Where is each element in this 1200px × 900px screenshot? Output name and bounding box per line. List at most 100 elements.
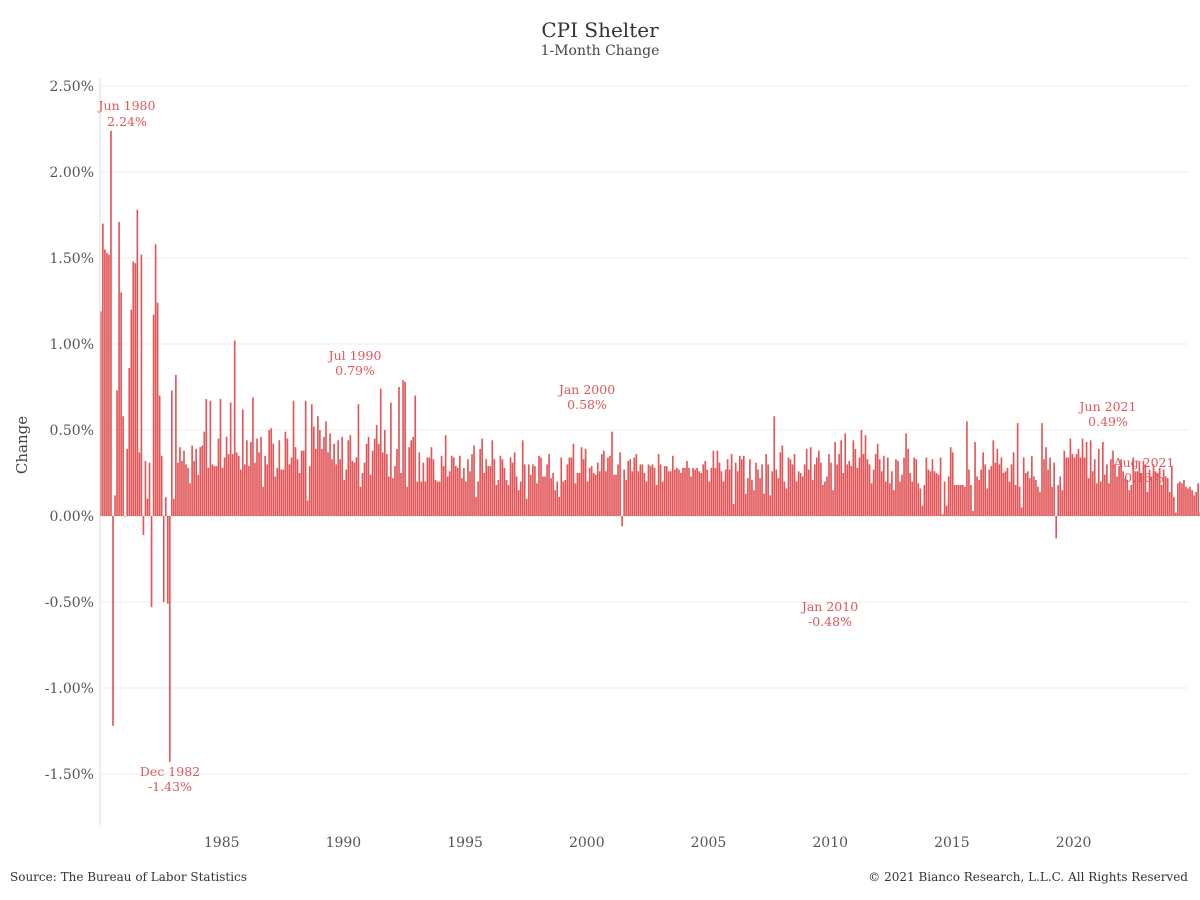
bar — [1000, 457, 1003, 516]
bar — [1063, 450, 1066, 516]
bar — [369, 474, 372, 516]
bar — [534, 466, 536, 516]
bar — [467, 459, 469, 516]
bar — [617, 464, 619, 516]
bar — [702, 464, 705, 516]
bar — [1132, 457, 1135, 516]
bar — [292, 400, 295, 516]
bar — [254, 462, 256, 516]
bar — [1047, 469, 1049, 516]
bar — [546, 464, 548, 516]
bar — [913, 457, 916, 516]
bar — [513, 452, 516, 516]
x-tick-label: 2010 — [812, 835, 848, 851]
bar — [183, 450, 185, 516]
bar — [241, 409, 244, 516]
bar — [493, 459, 496, 516]
bar — [377, 443, 380, 516]
bar — [517, 490, 520, 516]
bar — [1172, 497, 1175, 516]
bar — [552, 473, 554, 516]
bar — [710, 467, 713, 516]
bar — [106, 252, 108, 516]
bar — [773, 416, 776, 516]
bar — [824, 481, 826, 516]
bar — [170, 390, 173, 516]
bar — [787, 457, 790, 516]
bar — [527, 464, 530, 516]
bar — [266, 464, 268, 516]
bar — [836, 464, 838, 516]
x-tick-label: 2000 — [569, 835, 605, 851]
bar — [730, 454, 733, 516]
bar — [1126, 479, 1128, 516]
bar — [112, 516, 114, 726]
bar — [1144, 464, 1147, 516]
bar — [860, 430, 863, 516]
bar — [239, 469, 242, 516]
bar — [229, 402, 232, 516]
bar — [609, 455, 611, 516]
bar — [716, 450, 719, 516]
bar — [1181, 483, 1183, 516]
bar — [753, 490, 755, 516]
bar — [607, 457, 609, 516]
bar — [152, 314, 155, 516]
bar — [923, 485, 926, 516]
bar — [880, 471, 883, 516]
bar — [1097, 448, 1100, 516]
bar — [1071, 454, 1074, 516]
y-tick-label: 0.50% — [50, 423, 94, 439]
bar — [319, 430, 321, 516]
bar — [134, 263, 137, 516]
bar — [199, 447, 202, 516]
bar — [189, 483, 191, 516]
bar — [747, 478, 749, 516]
bar — [371, 450, 374, 516]
bar — [1081, 438, 1084, 516]
bar — [937, 474, 940, 516]
bar — [456, 467, 459, 516]
bar — [312, 426, 315, 516]
bar — [521, 440, 524, 516]
bar — [984, 464, 987, 516]
bar — [1051, 486, 1053, 516]
bar — [414, 395, 417, 516]
bar — [432, 459, 435, 516]
grid-lines — [100, 85, 1188, 775]
bar — [1134, 471, 1137, 516]
bar — [596, 462, 599, 516]
bar — [1073, 457, 1076, 516]
bar — [635, 454, 638, 516]
bar — [627, 460, 630, 516]
bar — [434, 479, 437, 516]
bar — [649, 466, 652, 516]
bar — [755, 462, 757, 516]
bar — [450, 455, 453, 516]
bar — [1067, 457, 1070, 516]
bar — [162, 516, 165, 602]
bar — [1022, 457, 1025, 516]
bar — [102, 223, 104, 516]
bar — [108, 254, 110, 516]
bar — [613, 474, 615, 516]
bar — [205, 399, 208, 516]
bar — [280, 469, 283, 516]
bar — [1043, 459, 1045, 516]
bar — [706, 469, 709, 516]
bar — [471, 454, 473, 516]
bar — [244, 464, 246, 516]
bar — [306, 500, 309, 516]
bar — [696, 467, 698, 516]
bar — [1095, 483, 1098, 516]
bar — [980, 469, 982, 516]
bar — [1039, 491, 1041, 516]
bar — [1055, 516, 1058, 539]
bar — [816, 457, 818, 516]
bar — [1065, 457, 1068, 516]
bar — [978, 479, 980, 516]
bar — [1114, 464, 1116, 516]
bar — [400, 473, 402, 516]
bar — [848, 460, 851, 516]
bar — [412, 436, 415, 516]
